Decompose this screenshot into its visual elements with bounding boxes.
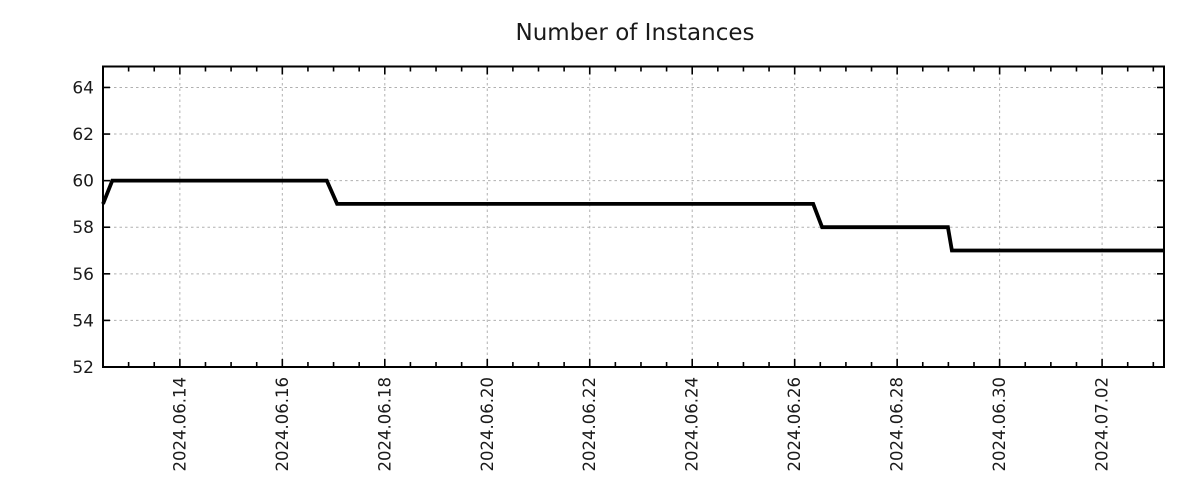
x-tick-label: 2024.06.26	[785, 377, 804, 471]
y-tick-label: 62	[72, 125, 94, 145]
data-series	[101, 178, 1164, 253]
tick-labels: 52 54 56 58 60 62 64 2024.06.14 2024.06.16 2024.0…	[72, 78, 1111, 471]
y-tick-label: 52	[72, 358, 94, 378]
x-tick-label: 2024.06.16	[273, 377, 292, 471]
x-tick-label: 2024.06.14	[170, 377, 189, 471]
chart-title: Number of Instances	[516, 20, 755, 46]
gridlines	[103, 66, 1164, 367]
y-tick-label: 64	[72, 78, 94, 98]
x-tick-label: 2024.06.28	[888, 377, 907, 471]
x-tick-label: 2024.06.22	[580, 377, 599, 471]
x-tick-label: 2024.06.30	[990, 377, 1009, 471]
instances-step-line	[101, 178, 1164, 253]
x-tick-label: 2024.06.24	[683, 377, 702, 471]
x-tick-label: 2024.07.02	[1093, 377, 1112, 471]
x-tick-label: 2024.06.20	[478, 377, 497, 471]
y-tick-label: 58	[72, 218, 94, 238]
axis-ticks	[103, 66, 1164, 368]
y-tick-label: 56	[72, 265, 94, 285]
x-tick-label: 2024.06.18	[375, 377, 394, 471]
y-tick-label: 54	[72, 311, 94, 331]
y-tick-label: 60	[72, 172, 94, 192]
plot-border	[102, 65, 1165, 368]
plot-box	[102, 65, 1165, 368]
